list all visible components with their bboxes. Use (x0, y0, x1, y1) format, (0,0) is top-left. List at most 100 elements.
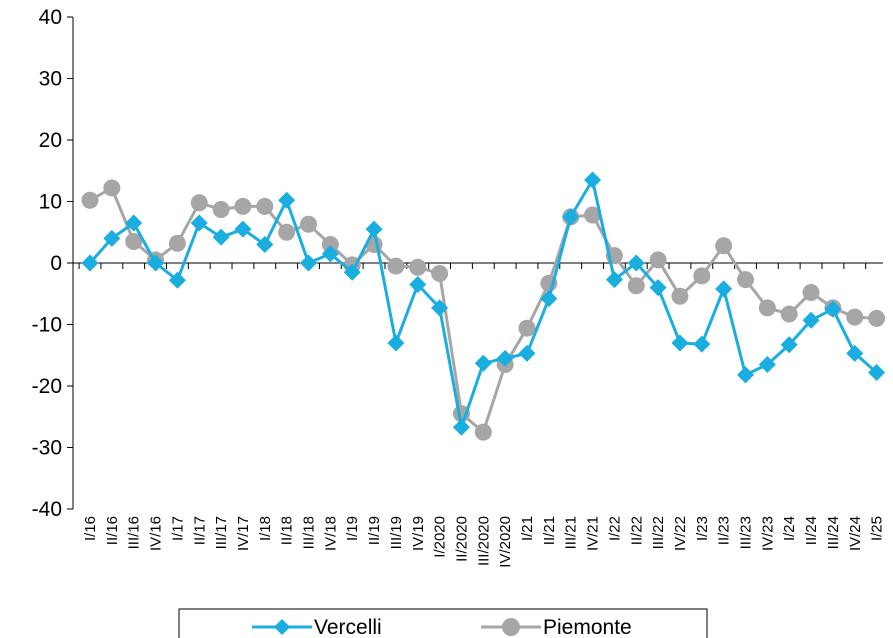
series-vercelli (81, 171, 886, 436)
y-tick-label: -10 (32, 314, 62, 337)
data-point-piemonte (846, 308, 864, 326)
data-point-vercelli (540, 290, 558, 308)
x-tick-label: I/21 (519, 516, 536, 541)
data-point-piemonte (409, 258, 427, 276)
x-tick-label: III/16 (126, 516, 143, 549)
data-point-vercelli (365, 220, 383, 238)
data-point-piemonte (715, 237, 733, 255)
x-tick-label: II/2020 (453, 516, 470, 562)
data-point-piemonte (584, 206, 602, 224)
data-point-vercelli (300, 254, 317, 272)
series-line-vercelli (88, 178, 878, 429)
data-point-vercelli (758, 355, 776, 373)
data-point-vercelli (212, 228, 230, 246)
data-point-vercelli (81, 254, 99, 272)
x-tick-label: IV/21 (585, 516, 602, 551)
x-tick-label: IV/24 (847, 516, 864, 551)
x-tick-label: III/22 (650, 516, 667, 549)
x-tick-label: III/21 (563, 516, 580, 549)
data-point-piemonte (868, 309, 886, 327)
x-tick-label: II/18 (279, 516, 296, 545)
data-point-vercelli (168, 271, 186, 289)
legend: Vercelli Piemonte (178, 608, 708, 638)
data-point-piemonte (758, 299, 776, 317)
data-point-vercelli (627, 254, 645, 272)
data-point-vercelli (452, 418, 470, 436)
data-point-vercelli (715, 280, 733, 298)
x-tick-label: I/2020 (432, 516, 449, 558)
data-point-piemonte (103, 179, 121, 197)
y-tick-label: -20 (32, 375, 62, 398)
x-tick-label: II/17 (191, 516, 208, 545)
data-point-vercelli (125, 214, 143, 232)
data-point-vercelli (868, 363, 886, 381)
data-point-piemonte (190, 194, 208, 212)
legend-box (178, 608, 708, 638)
y-tick-label: 10 (39, 191, 62, 214)
data-point-vercelli (234, 220, 252, 238)
data-point-piemonte (168, 234, 186, 252)
x-tick-label: IV/2020 (497, 516, 514, 568)
data-point-piemonte (278, 223, 296, 241)
data-point-vercelli (605, 271, 623, 289)
data-point-vercelli (431, 299, 449, 317)
x-tick-label: III/19 (388, 516, 405, 549)
data-point-vercelli (671, 334, 689, 352)
data-point-piemonte (212, 200, 230, 218)
data-point-vercelli (518, 344, 536, 362)
legend-label-piemonte: Piemonte (543, 616, 632, 638)
data-point-piemonte (780, 305, 798, 323)
data-point-vercelli (278, 191, 296, 209)
data-point-vercelli (584, 171, 602, 189)
data-point-vercelli (737, 366, 754, 384)
legend-marker-vercelli (274, 619, 290, 635)
data-point-vercelli (147, 254, 165, 272)
data-point-vercelli (562, 208, 580, 226)
x-tick-label: IV/22 (672, 516, 689, 551)
x-tick-labels: I/16 II/16 III/16 IV/16 I/17 II/17 III/17 IV/17… (82, 516, 886, 568)
data-point-vercelli (802, 311, 820, 329)
data-point-vercelli (693, 335, 711, 353)
x-tick-label: II/22 (628, 516, 645, 545)
x-tick-label: I/19 (344, 516, 361, 541)
data-point-vercelli (780, 336, 798, 354)
x-tick-label: II/19 (366, 516, 383, 545)
data-point-piemonte (627, 277, 645, 295)
x-tick-label: II/24 (803, 516, 820, 545)
x-tick-label: II/21 (541, 516, 558, 545)
y-tick-label: 30 (39, 68, 62, 91)
data-point-piemonte (474, 423, 492, 441)
legend-marker-piemonte (502, 618, 520, 636)
x-tick-label: III/17 (213, 516, 230, 549)
legend-label-vercelli: Vercelli (314, 616, 382, 638)
data-point-piemonte (125, 232, 143, 250)
data-point-piemonte (300, 215, 317, 233)
x-tick-label: I/23 (694, 516, 711, 541)
data-point-piemonte (737, 271, 754, 289)
data-point-vercelli (824, 300, 842, 318)
data-point-piemonte (81, 191, 99, 209)
y-tick-label: -30 (32, 437, 62, 460)
x-tick-label: II/23 (716, 516, 733, 545)
x-tick-label: IV/19 (410, 516, 427, 551)
data-point-vercelli (474, 354, 492, 372)
x-tick-label: III/23 (738, 516, 755, 549)
series-layer (81, 171, 886, 441)
y-tick-label: 40 (39, 6, 62, 29)
x-tick-label: III/2020 (475, 516, 492, 566)
data-point-piemonte (518, 319, 536, 337)
data-point-vercelli (387, 334, 405, 352)
data-point-vercelli (321, 245, 339, 263)
x-tick-label: IV/23 (759, 516, 776, 551)
data-point-piemonte (387, 257, 405, 275)
x-tick-label: I/25 (869, 516, 886, 541)
x-tick-label: IV/18 (322, 516, 339, 551)
x-tick-label: I/17 (169, 516, 186, 541)
x-tick-label: III/24 (825, 516, 842, 549)
x-tick-label: IV/16 (148, 516, 165, 551)
y-tick-label: 0 (50, 252, 62, 275)
y-tick-label: 20 (39, 129, 62, 152)
data-point-vercelli (256, 236, 274, 254)
data-point-piemonte (256, 197, 274, 215)
